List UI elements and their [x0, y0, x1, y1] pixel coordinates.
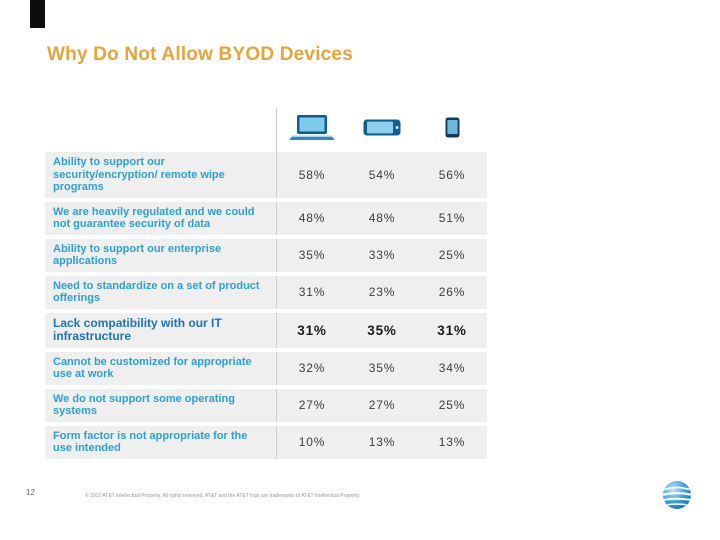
value-laptop: 58%	[298, 167, 326, 182]
row-label: Ability to support our enterprise applic…	[45, 238, 277, 272]
corner-mark	[30, 0, 45, 28]
row-label: We are heavily regulated and we could no…	[45, 201, 277, 235]
tablet-icon	[445, 117, 460, 143]
row-label: Lack compatibility with our IT infrastru…	[45, 312, 277, 348]
column-tablet	[417, 108, 487, 152]
table-row: Ability to support our security/encrypti…	[45, 152, 487, 198]
value-smartphone: 23%	[368, 285, 396, 299]
value-smartphone: 13%	[368, 435, 396, 449]
value-laptop: 27%	[298, 398, 326, 412]
table-row-emphasized: Lack compatibility with our IT infrastru…	[45, 312, 487, 348]
value-tablet: 34%	[438, 361, 466, 375]
table-row: Form factor is not appropriate for the u…	[45, 425, 487, 459]
value-smartphone: 35%	[368, 361, 396, 375]
row-label: Need to standardize on a set of product …	[45, 275, 277, 309]
page-title: Why Do Not Allow BYOD Devices	[47, 44, 353, 65]
smartphone-icon	[363, 119, 401, 141]
value-laptop: 32%	[298, 361, 326, 375]
value-tablet: 26%	[438, 285, 466, 299]
table-row: Cannot be customized for appropriate use…	[45, 351, 487, 385]
table-row: Ability to support our enterprise applic…	[45, 238, 487, 272]
row-label: Cannot be customized for appropriate use…	[45, 351, 277, 385]
table-row: Need to standardize on a set of product …	[45, 275, 487, 309]
footnote-text: © 2012 AT&T Intellectual Property. All r…	[85, 493, 361, 499]
column-laptop	[277, 108, 347, 152]
table-row: We do not support some operating systems…	[45, 388, 487, 422]
value-laptop: 10%	[298, 435, 326, 449]
row-label: Form factor is not appropriate for the u…	[45, 425, 277, 459]
value-smartphone: 54%	[368, 167, 396, 182]
value-tablet: 51%	[438, 211, 466, 225]
page-number: 12	[26, 488, 35, 497]
value-tablet: 25%	[438, 248, 466, 262]
value-laptop: 35%	[298, 248, 326, 262]
value-smartphone: 35%	[367, 322, 397, 338]
value-smartphone: 33%	[368, 248, 396, 262]
value-tablet: 56%	[438, 167, 466, 182]
att-globe-logo	[662, 480, 692, 510]
row-label: Ability to support our security/encrypti…	[45, 152, 277, 198]
value-laptop: 48%	[298, 211, 326, 225]
column-smartphone	[347, 108, 417, 152]
table-header-row	[45, 108, 487, 152]
laptop-icon	[289, 114, 335, 147]
reasons-table: Ability to support our security/encrypti…	[45, 108, 487, 463]
value-smartphone: 48%	[368, 211, 396, 225]
value-tablet: 31%	[437, 322, 467, 338]
table-row: We are heavily regulated and we could no…	[45, 201, 487, 235]
row-label: We do not support some operating systems	[45, 388, 277, 422]
value-tablet: 25%	[438, 398, 466, 412]
value-smartphone: 27%	[368, 398, 396, 412]
value-laptop: 31%	[298, 285, 326, 299]
value-tablet: 13%	[438, 435, 466, 449]
value-laptop: 31%	[297, 322, 327, 338]
header-spacer	[45, 108, 277, 152]
